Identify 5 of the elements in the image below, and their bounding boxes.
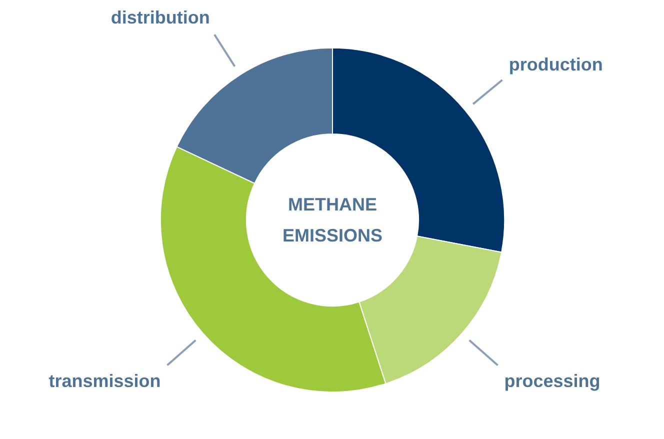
slice-label: distribution	[110, 7, 210, 28]
text: METHANE EMISSIONS	[282, 194, 383, 246]
slice-label: transmission	[48, 370, 161, 391]
slice-label: production	[508, 54, 603, 75]
slice-label: processing	[504, 370, 600, 391]
